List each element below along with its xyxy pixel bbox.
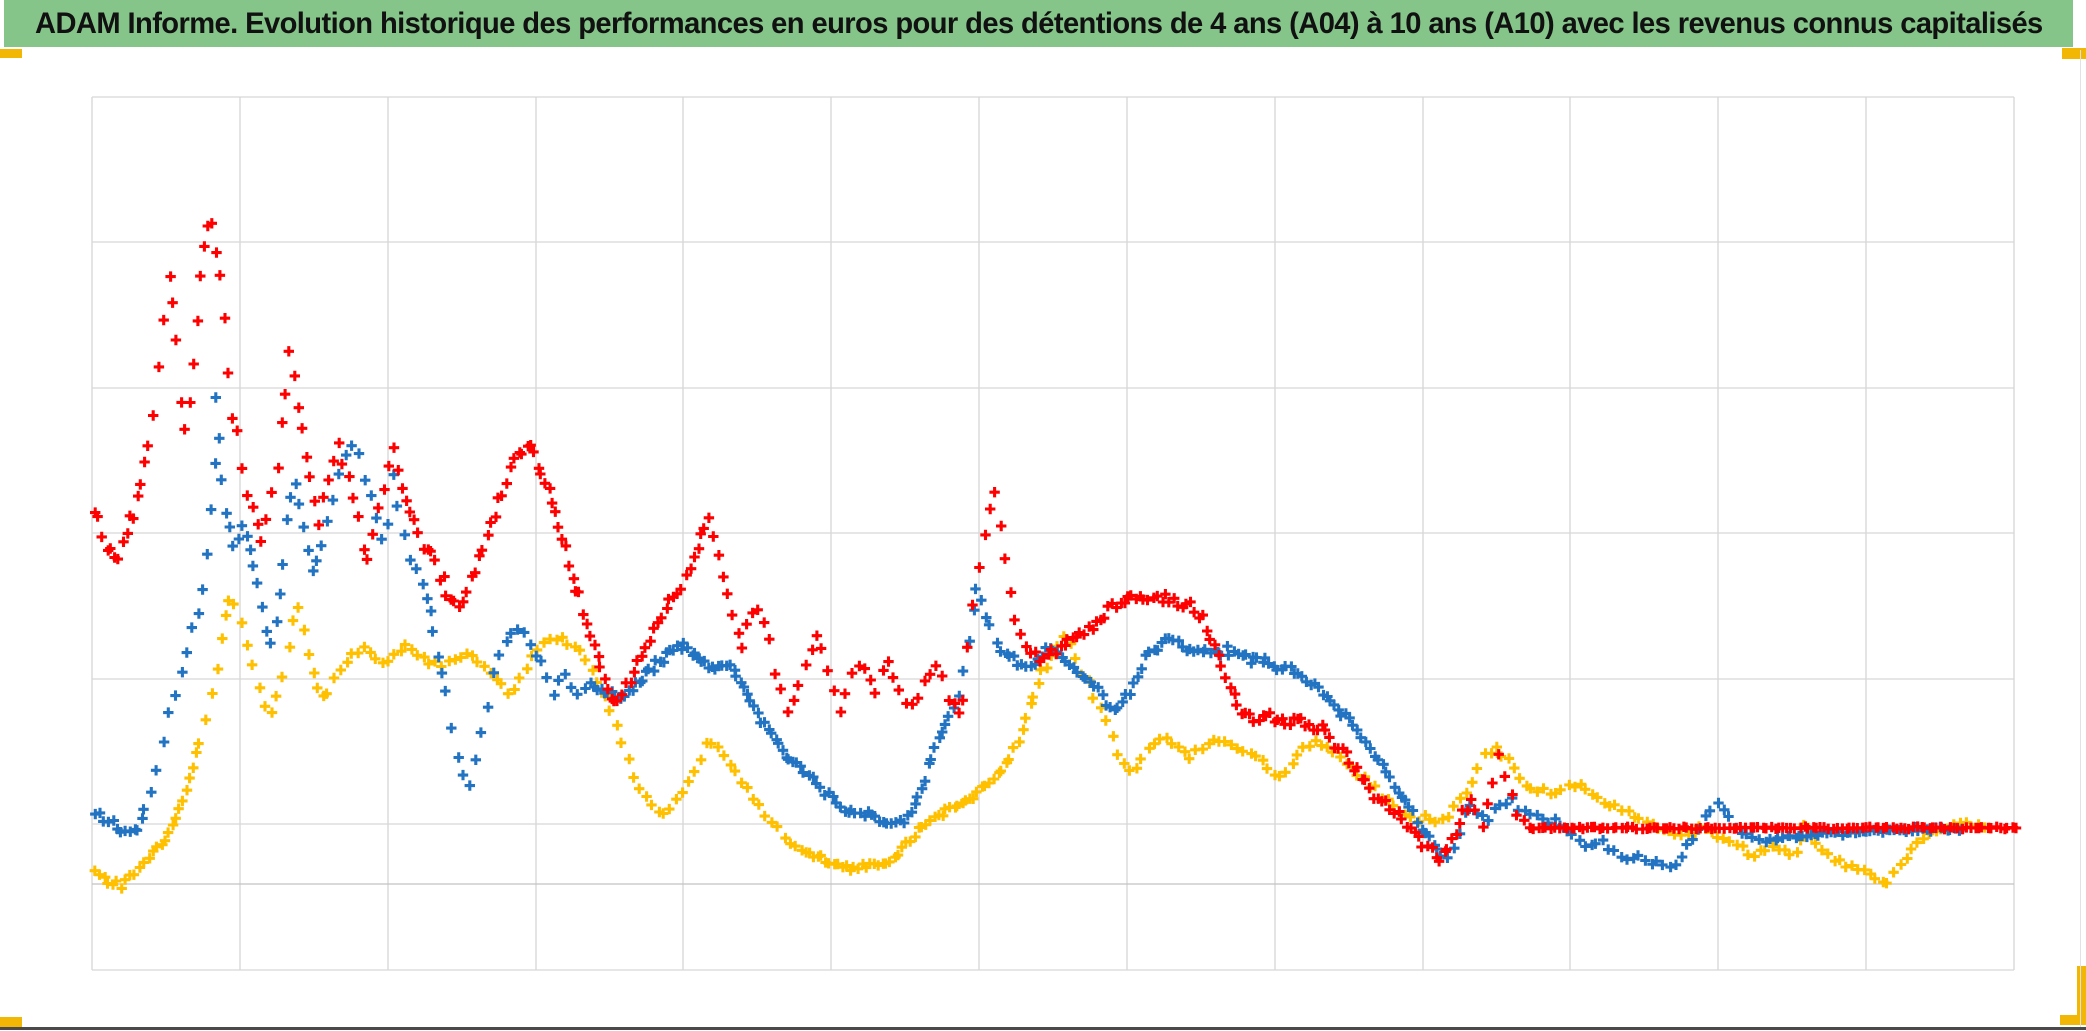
- selection-handle-bottom-left[interactable]: [0, 1017, 22, 1027]
- chart-object-right-border: [2080, 50, 2081, 1028]
- performance-scatter-chart[interactable]: [0, 47, 2086, 1031]
- title-bar: ADAM Informe. Evolution historique des p…: [4, 0, 2073, 47]
- series-ff0000: [90, 218, 2022, 867]
- series-2273c2: [90, 392, 1968, 873]
- selection-handle-bottom-right-horizontal[interactable]: [2060, 1015, 2086, 1025]
- bottom-divider: [0, 1027, 2086, 1030]
- series-ffc000: [89, 595, 1996, 894]
- chart-title: ADAM Informe. Evolution historique des p…: [34, 6, 2043, 40]
- selection-handle-bottom-right-vertical[interactable]: [2077, 966, 2086, 1025]
- chart-area[interactable]: [0, 47, 2086, 1031]
- selection-handle-top-left[interactable]: [0, 49, 22, 58]
- selection-handle-top-right[interactable]: [2062, 48, 2086, 59]
